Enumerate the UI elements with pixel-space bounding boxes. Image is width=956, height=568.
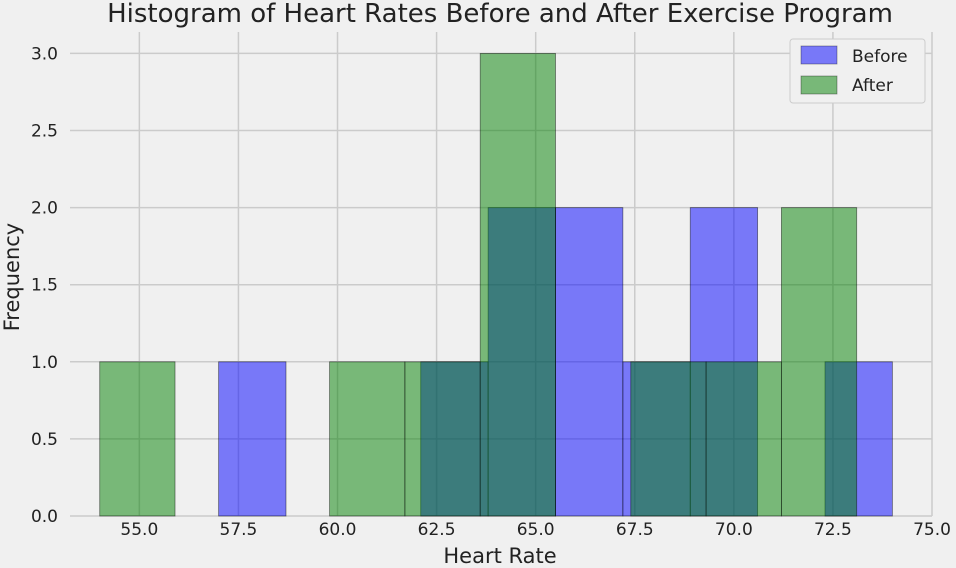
histogram-bar-after (329, 361, 406, 517)
x-tick-label: 55.0 (120, 520, 158, 540)
y-tick-label: 2.0 (31, 199, 58, 219)
legend-label-before: Before (852, 47, 908, 67)
y-tick-label: 2.5 (31, 122, 58, 142)
y-axis-label: Frequency (0, 223, 24, 332)
legend-swatch-before (800, 45, 838, 65)
y-tick-labels: 0.0 0.5 1.0 1.5 2.0 2.5 3.0 (31, 44, 58, 527)
x-tick-label: 72.5 (814, 520, 852, 540)
y-tick-label: 0.0 (31, 507, 58, 527)
x-tick-label: 62.5 (418, 520, 456, 540)
legend-label-after: After (852, 76, 893, 96)
x-tick-labels: 55.0 57.5 60.0 62.5 65.0 67.5 70.0 72.5 75.0 (120, 520, 951, 540)
histogram-bar-after (630, 361, 707, 517)
y-tick-label: 0.5 (31, 430, 58, 450)
chart-title: Histogram of Heart Rates Before and Afte… (107, 0, 893, 29)
x-axis-label: Heart Rate (443, 544, 556, 568)
histogram-bar-before (218, 361, 287, 517)
histogram-bar-after (99, 361, 176, 517)
histogram-bar-before (555, 207, 624, 517)
x-tick-label: 65.0 (517, 520, 555, 540)
y-tick-label: 3.0 (31, 44, 58, 64)
histogram-bar-after (479, 53, 556, 517)
legend: Before After (789, 38, 926, 104)
x-tick-label: 57.5 (220, 520, 258, 540)
x-tick-label: 67.5 (616, 520, 654, 540)
legend-swatch-after (800, 75, 838, 95)
histogram-bar-after (780, 207, 858, 517)
y-tick-label: 1.5 (31, 276, 58, 296)
histogram-bar-after (404, 361, 481, 517)
series-after (99, 53, 858, 517)
histogram-bar-after (705, 361, 782, 517)
y-tick-label: 1.0 (31, 353, 58, 373)
x-tick-label: 60.0 (319, 520, 357, 540)
histogram-bars (99, 53, 893, 517)
x-tick-label: 70.0 (715, 520, 753, 540)
x-tick-label: 75.0 (913, 520, 951, 540)
